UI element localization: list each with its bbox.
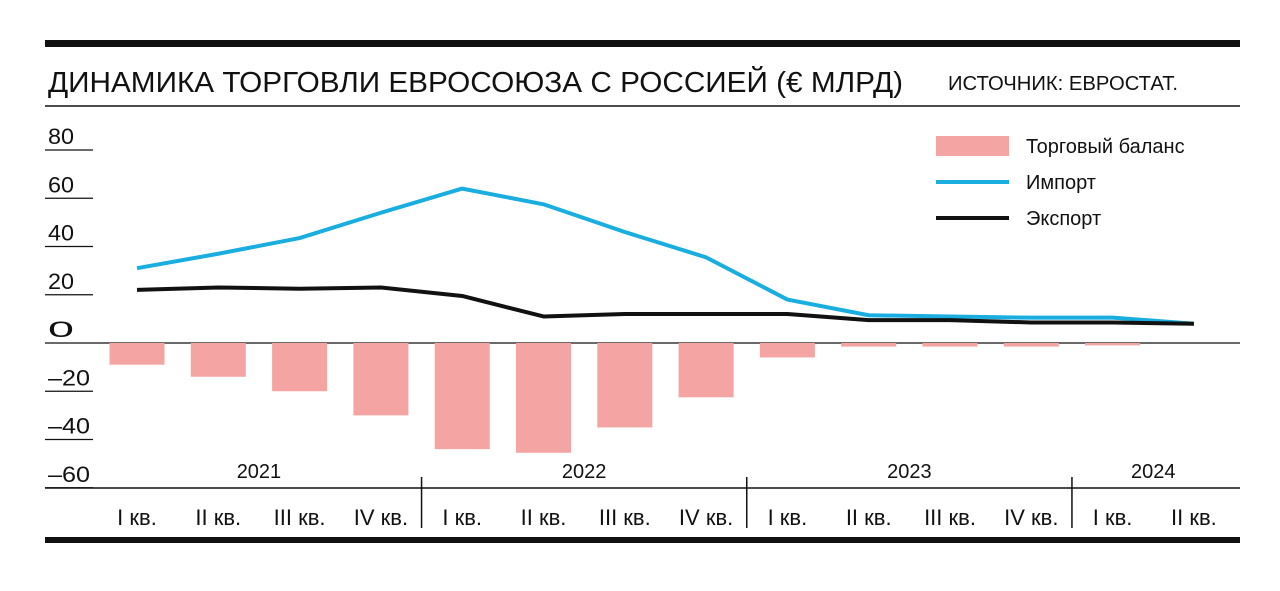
top-rule: [45, 40, 1240, 47]
bar: [109, 343, 165, 365]
x-tick-label: III кв.: [599, 505, 651, 530]
bar: [759, 343, 815, 358]
legend-swatch: [936, 136, 1009, 156]
x-tick-label: I кв.: [117, 505, 157, 530]
x-tick-label: III кв.: [924, 505, 976, 530]
x-tick-label: II кв.: [195, 505, 241, 530]
bar: [353, 343, 409, 416]
year-label: 2023: [887, 461, 932, 483]
source: ИСТОЧНИК: ЕВРОСТАТ.: [948, 73, 1178, 95]
bar: [434, 343, 490, 450]
x-tick-label: I кв.: [1093, 505, 1133, 530]
x-tick-label: I кв.: [768, 505, 808, 530]
x-tick-label: IV кв.: [1004, 505, 1058, 530]
bar: [272, 343, 328, 392]
y-tick-label: 80: [48, 124, 74, 149]
x-tick-label: II кв.: [846, 505, 892, 530]
legend-label: Торговый баланс: [1026, 136, 1185, 158]
year-label: 2022: [562, 461, 607, 483]
bar: [1085, 343, 1141, 346]
y-tick-label: –60: [48, 462, 90, 487]
x-tick-label: IV кв.: [679, 505, 733, 530]
y-tick-label: –20: [48, 365, 90, 390]
x-tick-label: II кв.: [521, 505, 567, 530]
y-tick-label: 20: [48, 269, 74, 294]
y-tick-label: 60: [48, 172, 74, 197]
year-label: 2024: [1131, 461, 1176, 483]
bar: [516, 343, 571, 453]
legend-label: Экспорт: [1026, 208, 1101, 230]
x-tick-label: II кв.: [1171, 505, 1217, 530]
bar: [922, 343, 978, 347]
year-label: 2021: [237, 461, 282, 483]
y-tick-label: –40: [48, 414, 90, 439]
bar: [190, 343, 246, 377]
y-tick-label: 40: [48, 221, 74, 246]
x-tick-label: I кв.: [442, 505, 482, 530]
line: [136, 186, 1195, 326]
legend-label: Импорт: [1026, 172, 1096, 194]
bar: [678, 343, 734, 398]
bar: [1003, 343, 1059, 347]
line: [136, 285, 1194, 326]
chart-title: ДИНАМИКА ТОРГОВЛИ ЕВРОСОЮЗА С РОССИЕЙ (€…: [48, 65, 903, 99]
x-tick-label: III кв.: [274, 505, 326, 530]
y-tick-label: 0: [48, 317, 74, 342]
bottom-rule: [45, 537, 1240, 543]
bar: [841, 343, 897, 347]
x-tick-label: IV кв.: [354, 505, 408, 530]
bar: [597, 343, 653, 428]
